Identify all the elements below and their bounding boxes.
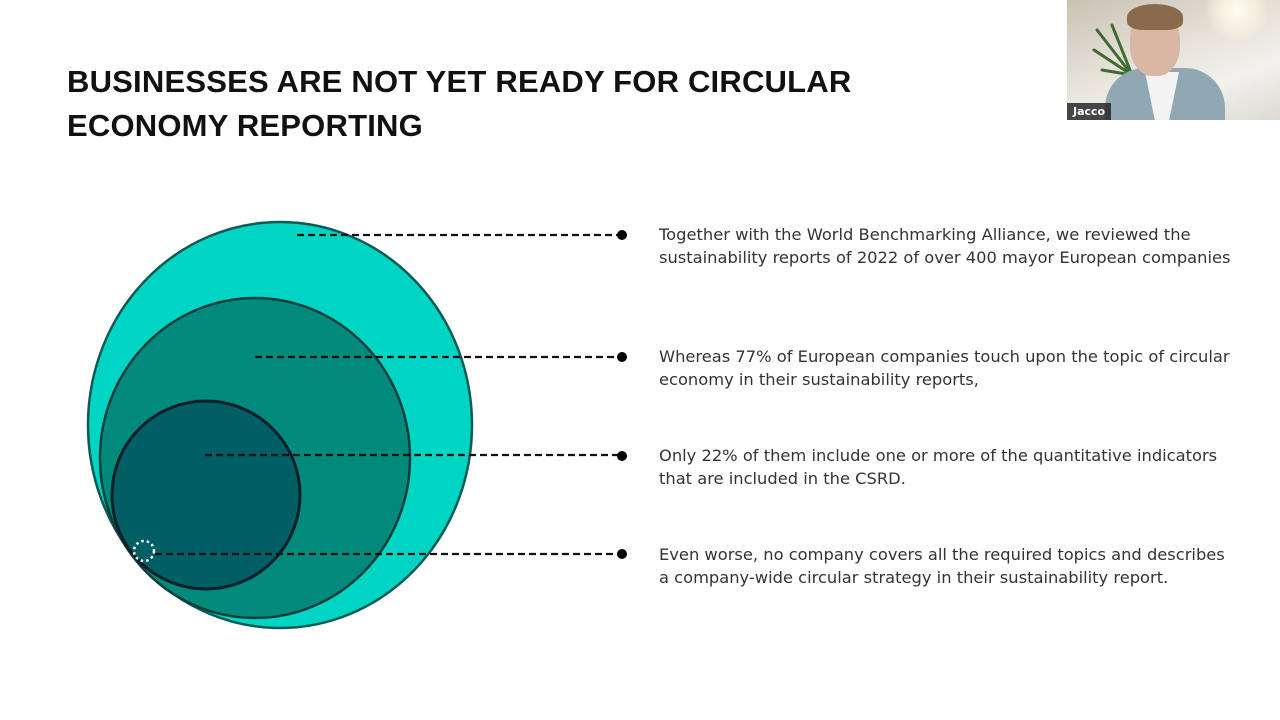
title-line-1: BUSINESSES ARE NOT YET READY FOR CIRCULA…: [67, 64, 852, 99]
participant-name-label: Jacco: [1067, 103, 1112, 120]
connector-lines: [155, 233, 620, 556]
point-text-1: Together with the World Benchmarking All…: [659, 225, 1231, 267]
title-line-2: ECONOMY REPORTING: [67, 108, 423, 143]
bullet-dot-3: [617, 451, 627, 461]
participant-video-tile[interactable]: Jacco: [1067, 0, 1280, 120]
bullet-dot-1: [617, 230, 627, 240]
smallest-circle-zero-companies: [132, 539, 156, 563]
lamp-glow: [1202, 0, 1272, 40]
point-text-3: Only 22% of them include one or more of …: [659, 446, 1218, 488]
slide-title: BUSINESSES ARE NOT YET READY FOR CIRCULA…: [67, 60, 967, 148]
inner-circle-22-percent: [110, 399, 302, 591]
bullet-dot-4: [617, 549, 627, 559]
point-text-2: Whereas 77% of European companies touch …: [659, 347, 1230, 389]
bullet-dot-2: [617, 352, 627, 362]
point-text-4: Even worse, no company covers all the re…: [659, 545, 1225, 587]
participant-hair: [1127, 4, 1183, 30]
